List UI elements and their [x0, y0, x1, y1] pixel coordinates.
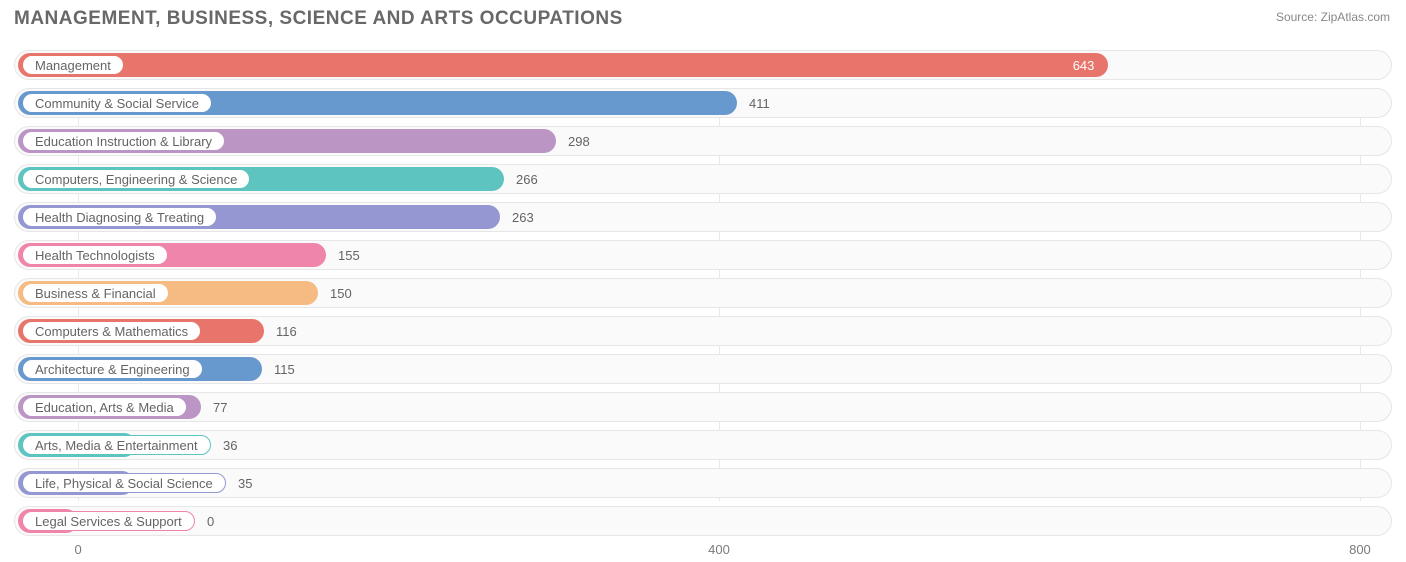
bar-value: 298: [568, 124, 590, 158]
bar-label: Education Instruction & Library: [35, 134, 212, 149]
bar-label: Architecture & Engineering: [35, 362, 190, 377]
bar-row: Business & Financial 150: [14, 276, 1392, 310]
bar-label-pill: Education, Arts & Media: [22, 397, 187, 417]
bar-row: Arts, Media & Entertainment 36: [14, 428, 1392, 462]
bar-row: Life, Physical & Social Science 35: [14, 466, 1392, 500]
bar-value: 643: [1073, 48, 1095, 82]
bar-row: Community & Social Service 411: [14, 86, 1392, 120]
bar-track: [14, 430, 1392, 460]
bar-value: 35: [238, 466, 252, 500]
bar-label: Health Diagnosing & Treating: [35, 210, 204, 225]
bar-label-pill: Computers & Mathematics: [22, 321, 201, 341]
bar-label-pill: Architecture & Engineering: [22, 359, 203, 379]
bar-row: Health Technologists 155: [14, 238, 1392, 272]
source-attribution: Source: ZipAtlas.com: [1276, 10, 1390, 24]
bar-row: Education Instruction & Library 298: [14, 124, 1392, 158]
bar-value: 266: [516, 162, 538, 196]
x-tick-label: 400: [708, 542, 730, 557]
bar-row: Management 643: [14, 48, 1392, 82]
bar-value: 155: [338, 238, 360, 272]
bar-label: Health Technologists: [35, 248, 155, 263]
bar-value: 77: [213, 390, 227, 424]
bar-label-pill: Arts, Media & Entertainment: [22, 435, 211, 455]
x-axis: 0 400 800: [14, 542, 1392, 562]
bar-label-pill: Computers, Engineering & Science: [22, 169, 250, 189]
bar-row: Education, Arts & Media 77: [14, 390, 1392, 424]
bar-label-pill: Legal Services & Support: [22, 511, 195, 531]
bar-label-pill: Education Instruction & Library: [22, 131, 225, 151]
bar-label: Education, Arts & Media: [35, 400, 174, 415]
bar-value: 411: [749, 86, 770, 120]
bar-label-pill: Business & Financial: [22, 283, 169, 303]
bar-label: Community & Social Service: [35, 96, 199, 111]
bar-row: Computers & Mathematics 116: [14, 314, 1392, 348]
bar-track: [14, 506, 1392, 536]
bar-value: 263: [512, 200, 534, 234]
bars-container: Management 643 Community & Social Service 4…: [14, 48, 1392, 538]
bar-label: Arts, Media & Entertainment: [35, 438, 198, 453]
bar-value: 0: [207, 504, 214, 538]
bar-label-pill: Health Technologists: [22, 245, 168, 265]
bar-row: Architecture & Engineering 115: [14, 352, 1392, 386]
bar-row: Health Diagnosing & Treating 263: [14, 200, 1392, 234]
bar-label: Computers & Mathematics: [35, 324, 188, 339]
bar-label: Business & Financial: [35, 286, 156, 301]
bar-fill: [18, 53, 1108, 77]
bar-label: Life, Physical & Social Science: [35, 476, 213, 491]
source-site: ZipAtlas.com: [1321, 10, 1390, 24]
bar-label: Computers, Engineering & Science: [35, 172, 237, 187]
chart-title: MANAGEMENT, BUSINESS, SCIENCE AND ARTS O…: [14, 8, 623, 30]
bar-chart: Management 643 Community & Social Service 4…: [14, 48, 1392, 541]
source-label: Source:: [1276, 10, 1317, 24]
x-tick-label: 0: [74, 542, 81, 557]
bar-value: 115: [274, 352, 295, 386]
bar-value: 36: [223, 428, 237, 462]
bar-label-pill: Community & Social Service: [22, 93, 212, 113]
bar-label-pill: Management: [22, 55, 124, 75]
bar-label: Legal Services & Support: [35, 514, 182, 529]
bar-row: Computers, Engineering & Science 266: [14, 162, 1392, 196]
bar-label-pill: Health Diagnosing & Treating: [22, 207, 217, 227]
bar-value: 116: [276, 314, 297, 348]
x-tick-label: 800: [1349, 542, 1371, 557]
bar-value: 150: [330, 276, 352, 310]
bar-row: Legal Services & Support 0: [14, 504, 1392, 538]
bar-label-pill: Life, Physical & Social Science: [22, 473, 226, 493]
bar-label: Management: [35, 58, 111, 73]
